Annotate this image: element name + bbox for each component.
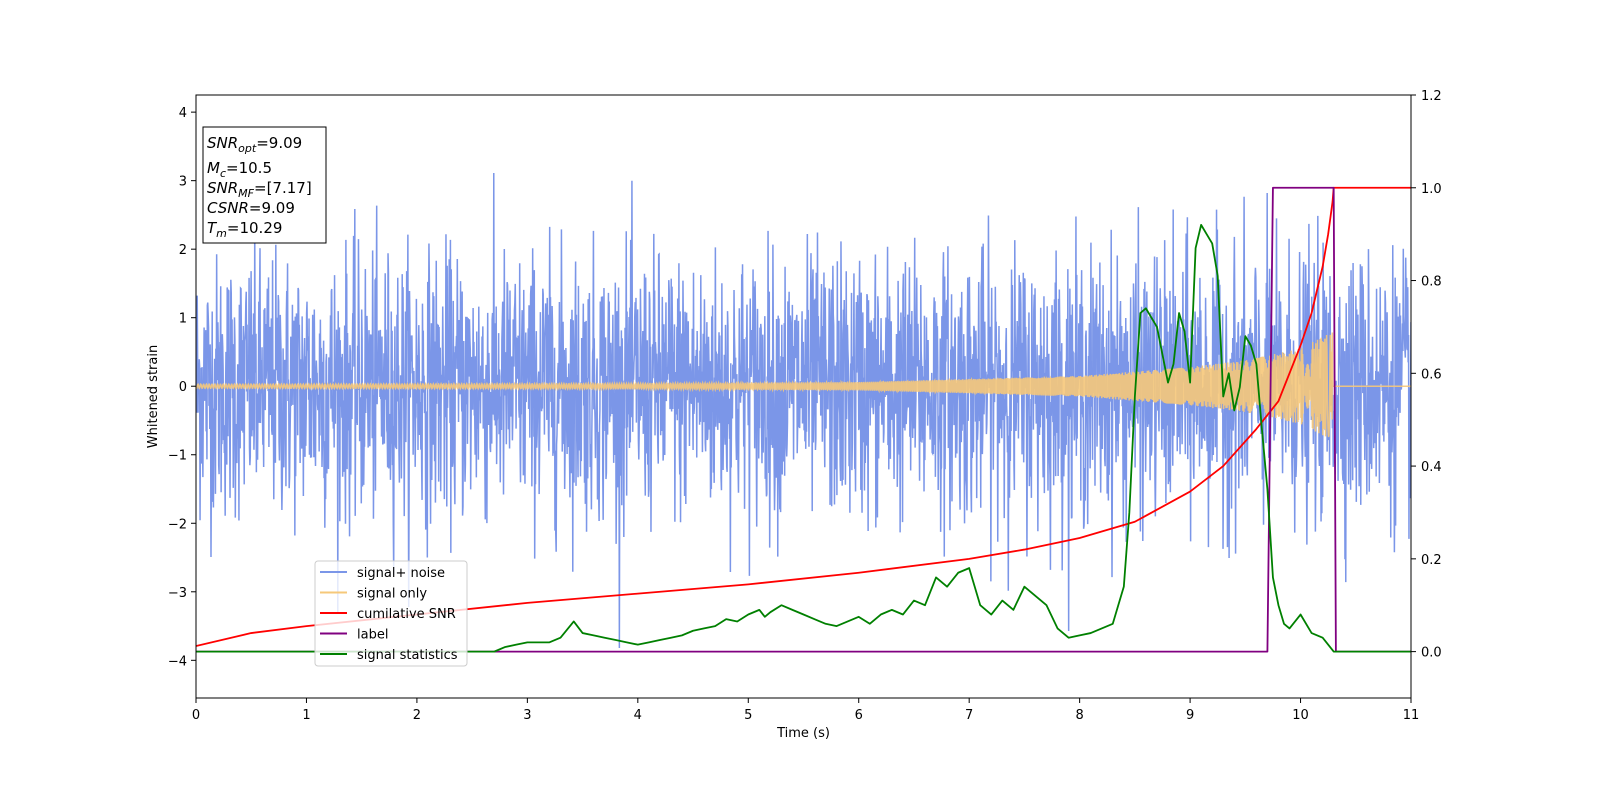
annotation-line: CSNR=9.09 xyxy=(207,199,295,217)
series-signal-statistics xyxy=(196,223,1411,653)
series-cumulative-snr xyxy=(196,186,1411,647)
annotation-line: Tm=10.29 xyxy=(207,219,282,240)
x-tick-label: 8 xyxy=(1075,708,1083,723)
annotation-frame xyxy=(202,126,327,244)
y-tick-label: −2 xyxy=(168,517,187,532)
y-tick-label: 4 xyxy=(179,106,187,121)
series-signal-plus-noise xyxy=(196,173,1411,649)
x-tick-label: 1 xyxy=(302,708,310,723)
y-tick-label: −3 xyxy=(168,586,187,601)
y2-tick-label: 0.2 xyxy=(1421,553,1442,568)
annotation-symbol: SNR xyxy=(207,134,238,152)
legend-label: signal+ noise xyxy=(357,566,445,581)
annotation-subscript: c xyxy=(220,167,226,180)
annotation-value: =9.09 xyxy=(256,134,302,152)
x-tick-label: 9 xyxy=(1186,708,1194,723)
annotation-line: SNRopt=9.09 xyxy=(207,134,302,155)
y2-tick-label: 0.6 xyxy=(1421,367,1442,382)
annotation-subscript: MF xyxy=(238,187,254,200)
x-tick-label: 0 xyxy=(192,708,200,723)
x-tick-label: 2 xyxy=(413,708,421,723)
annotation-subscript: opt xyxy=(238,142,257,155)
plot-frame xyxy=(195,94,1412,699)
x-tick-label: 7 xyxy=(965,708,973,723)
y-tick-label: 0 xyxy=(179,380,187,395)
y-tick-label: −1 xyxy=(168,449,187,464)
annotation-value: =9.09 xyxy=(249,199,295,217)
annotation-symbol: M xyxy=(207,159,220,177)
x-axis-label: Time (s) xyxy=(776,726,830,741)
annotation-subscript: m xyxy=(216,227,227,240)
y-tick-label: 1 xyxy=(179,312,187,327)
annotation-value: =10.5 xyxy=(226,159,272,177)
annotation-value: =10.29 xyxy=(227,219,283,237)
y2-tick-label: 1.2 xyxy=(1421,89,1442,104)
y-tick-label: 2 xyxy=(179,243,187,258)
x-tick-label: 3 xyxy=(523,708,531,723)
legend-label: signal statistics xyxy=(357,648,458,663)
annotation-line: SNRMF=[7.17] xyxy=(207,179,312,200)
annotation-symbol: T xyxy=(207,219,218,237)
legend-label: label xyxy=(357,628,388,643)
y-axis-label: Whitened strain xyxy=(146,345,161,448)
annotation-symbol: CSNR xyxy=(207,199,249,217)
legend-frame xyxy=(314,560,468,667)
x-tick-label: 6 xyxy=(855,708,863,723)
annotation-box: SNRopt=9.09Mc=10.5SNRMF=[7.17]CSNR=9.09T… xyxy=(202,126,327,244)
series-signal-only xyxy=(196,332,1411,438)
y-tick-label: 3 xyxy=(179,175,187,190)
axes: 0 1 2 3 4 5 6 7 8 9 10 1143210−1−2−3−41.21.00.80.60… xyxy=(168,89,1442,723)
legend: signal+ noise signal only cumilative SNR la… xyxy=(314,560,468,667)
y2-tick-label: 0.8 xyxy=(1421,275,1442,290)
legend-label: cumilative SNR xyxy=(357,607,456,622)
plot-area xyxy=(196,173,1411,653)
x-tick-label: 10 xyxy=(1292,708,1309,723)
y-tick-label: −4 xyxy=(168,654,187,669)
x-tick-label: 4 xyxy=(634,708,642,723)
x-tick-label: 11 xyxy=(1403,708,1420,723)
annotation-line: Mc=10.5 xyxy=(207,159,272,180)
y2-tick-label: 1.0 xyxy=(1421,182,1442,197)
legend-label: signal only xyxy=(357,587,427,602)
y2-tick-label: 0.4 xyxy=(1421,460,1442,475)
x-tick-label: 5 xyxy=(744,708,752,723)
annotation-value: =[7.17] xyxy=(254,179,312,197)
y2-tick-label: 0.0 xyxy=(1421,646,1442,661)
annotation-symbol: SNR xyxy=(207,179,238,197)
